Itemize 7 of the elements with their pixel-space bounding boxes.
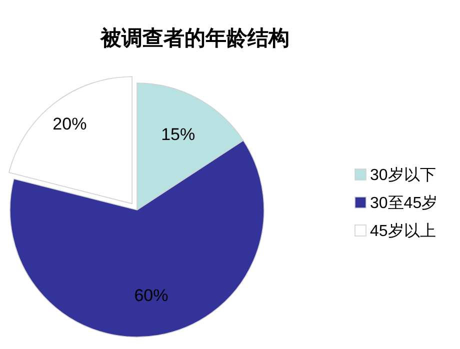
legend-label: 45岁以上 (370, 222, 436, 240)
data-label: 20% (52, 114, 87, 134)
chart-title: 被调查者的年龄结构 (100, 25, 290, 50)
data-label: 60% (134, 286, 168, 306)
legend-label: 30岁以下 (370, 166, 436, 184)
data-label: 15% (161, 125, 196, 144)
legend-label: 30至45岁 (370, 194, 438, 212)
